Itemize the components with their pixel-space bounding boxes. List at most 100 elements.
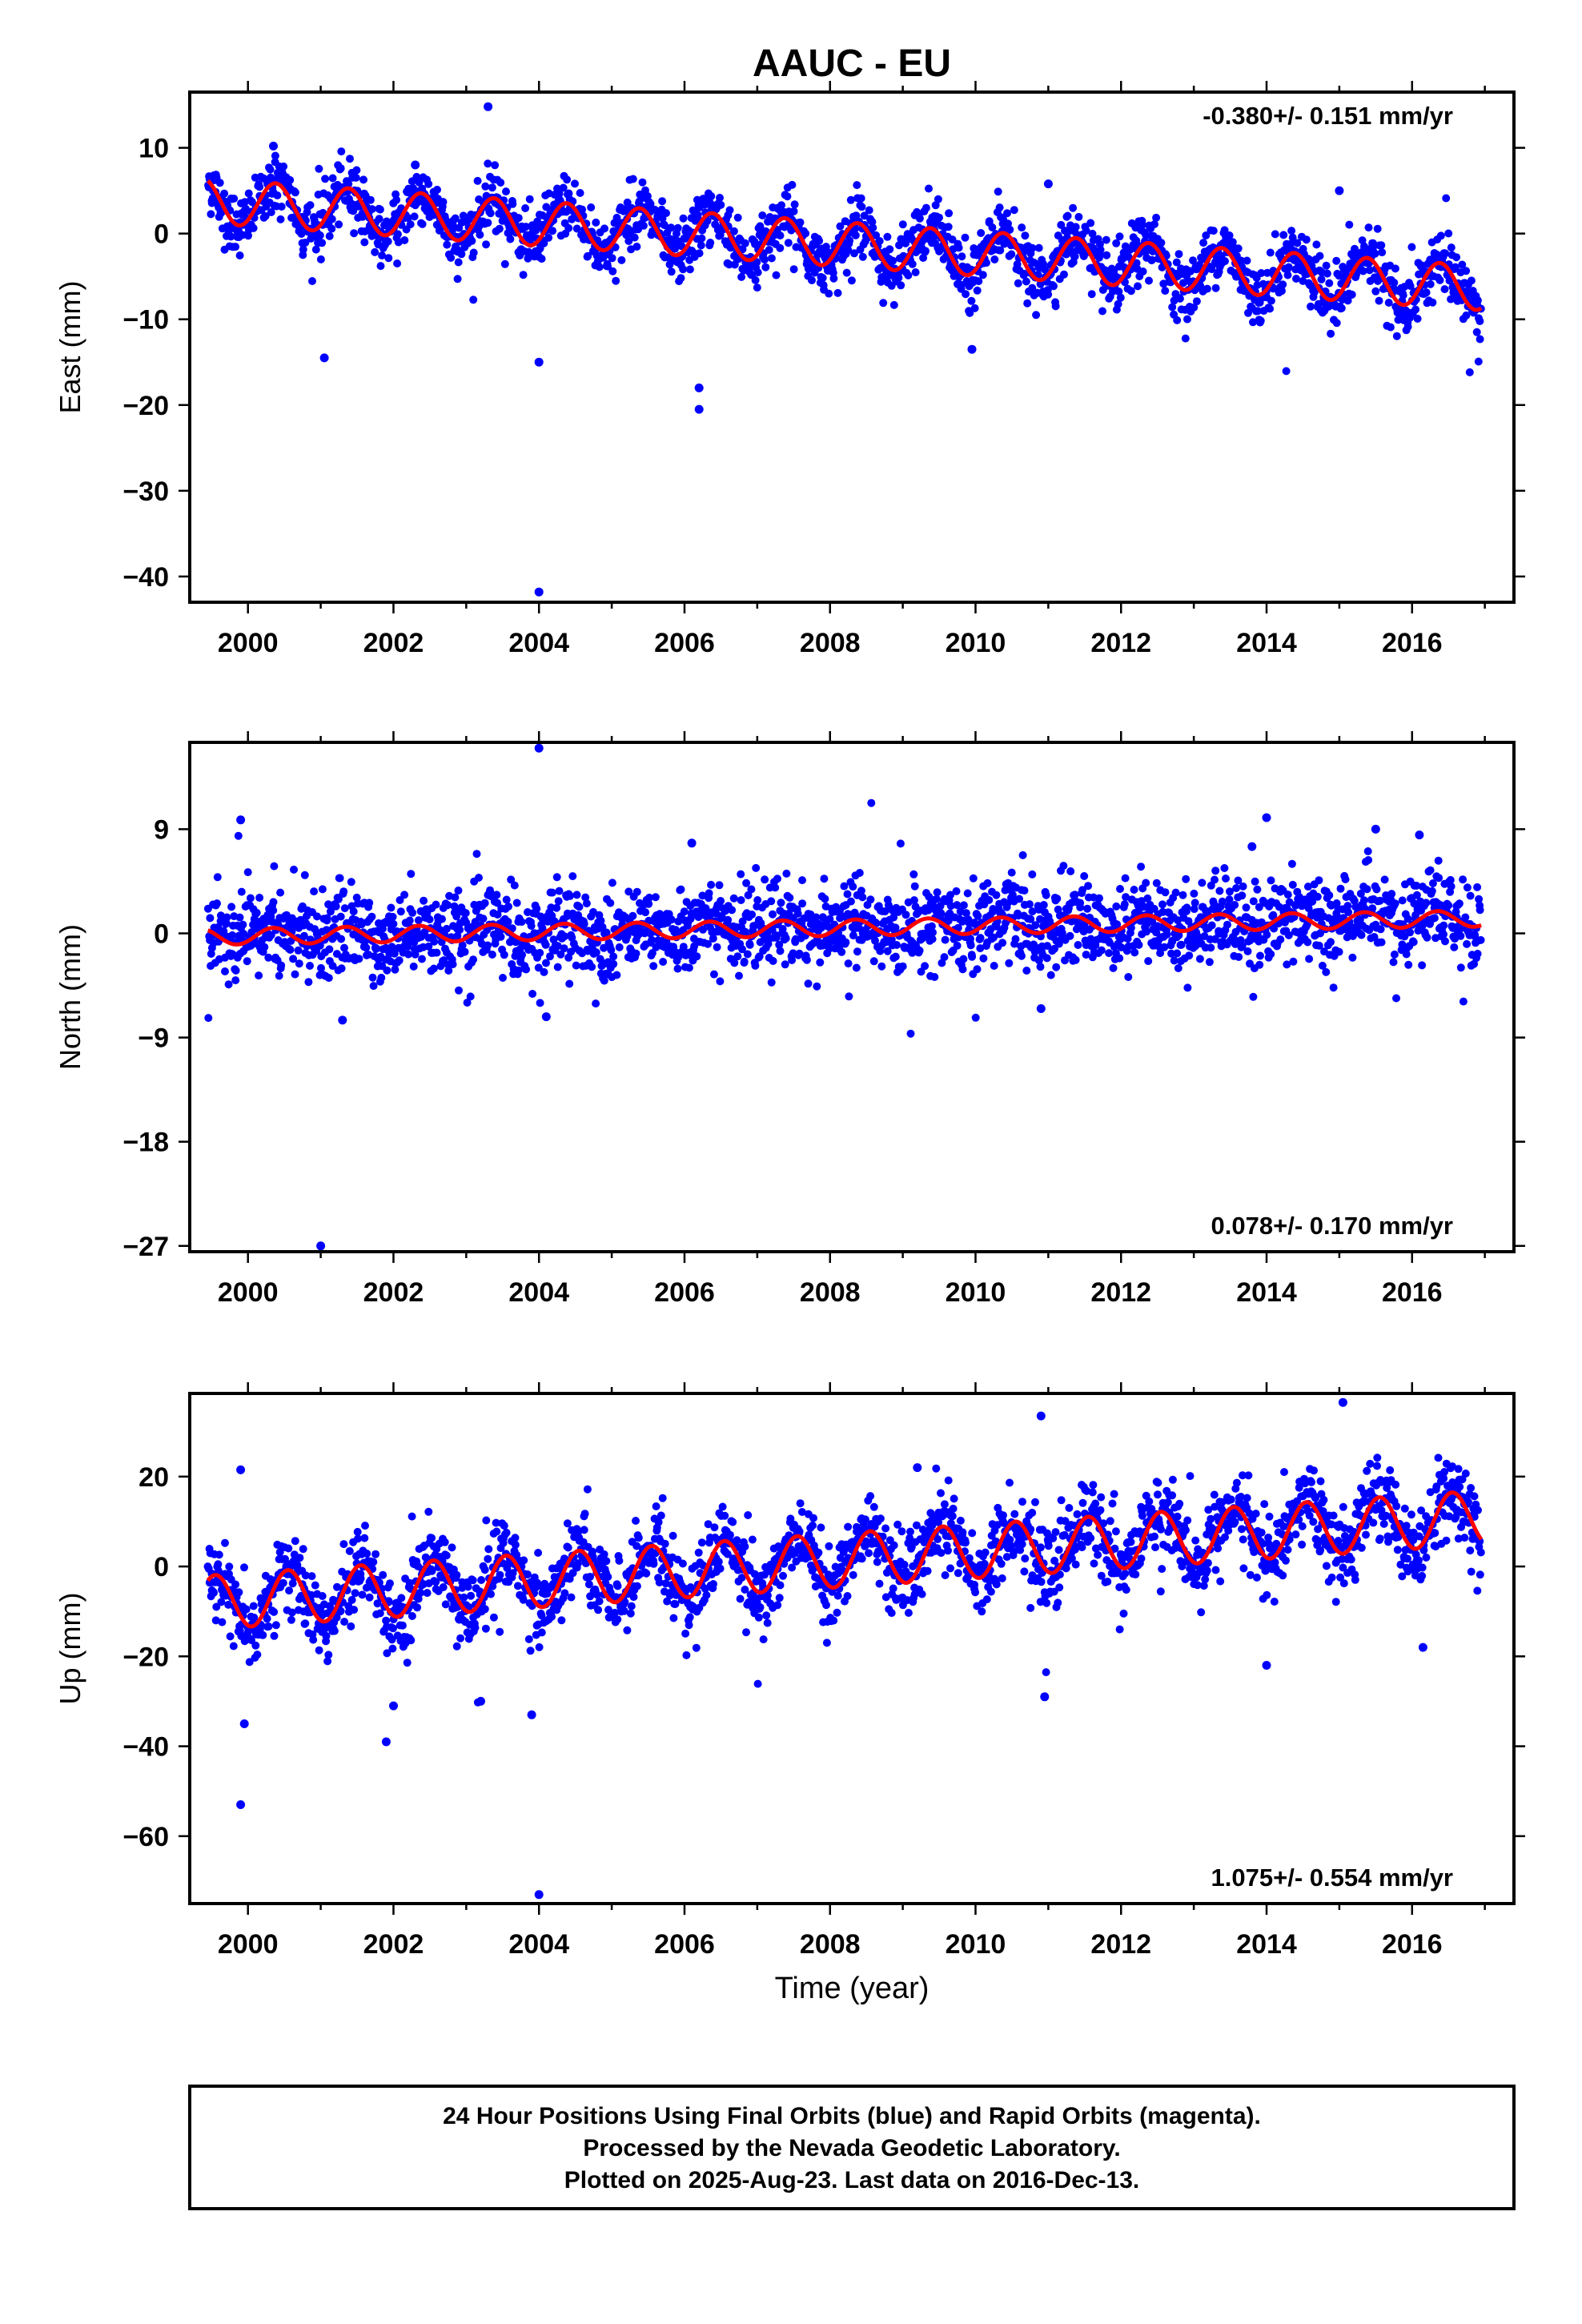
data-point bbox=[1435, 874, 1443, 883]
data-point bbox=[301, 1619, 310, 1628]
data-point bbox=[953, 941, 962, 950]
data-point bbox=[612, 276, 620, 285]
data-point bbox=[607, 946, 616, 955]
data-point bbox=[451, 893, 460, 902]
data-point bbox=[276, 215, 285, 223]
data-point bbox=[584, 251, 592, 260]
data-point bbox=[959, 901, 968, 910]
data-point bbox=[667, 267, 676, 276]
data-point bbox=[289, 955, 298, 963]
data-point bbox=[909, 896, 918, 905]
data-point bbox=[1444, 901, 1453, 910]
data-point bbox=[315, 164, 323, 173]
data-point bbox=[1076, 903, 1085, 911]
data-point bbox=[1071, 955, 1080, 964]
data-point bbox=[753, 258, 761, 267]
data-point bbox=[643, 191, 652, 200]
data-point bbox=[1181, 334, 1190, 343]
data-point bbox=[706, 239, 715, 247]
data-point bbox=[595, 263, 604, 271]
data-point bbox=[979, 954, 988, 963]
data-point bbox=[1239, 882, 1247, 891]
data-point bbox=[218, 1618, 227, 1626]
data-point bbox=[346, 155, 354, 163]
data-point bbox=[239, 920, 247, 929]
data-point bbox=[1238, 891, 1247, 900]
data-point bbox=[1380, 875, 1389, 884]
data-point bbox=[1375, 896, 1384, 905]
data-point bbox=[351, 173, 360, 182]
data-point bbox=[1022, 277, 1030, 286]
data-point bbox=[1398, 896, 1407, 905]
data-point bbox=[624, 887, 633, 896]
data-point bbox=[1222, 875, 1230, 883]
data-point bbox=[349, 907, 358, 916]
data-point bbox=[1378, 248, 1387, 257]
data-point bbox=[1211, 875, 1219, 884]
data-point bbox=[1042, 954, 1051, 963]
data-point bbox=[995, 203, 1004, 212]
data-point bbox=[439, 1583, 448, 1591]
data-point bbox=[804, 979, 813, 988]
data-point bbox=[1348, 953, 1357, 962]
data-point bbox=[537, 1628, 546, 1637]
data-point bbox=[592, 999, 600, 1008]
data-point bbox=[1209, 227, 1218, 235]
data-point bbox=[608, 267, 617, 275]
data-point bbox=[737, 870, 745, 879]
data-point bbox=[1112, 902, 1121, 911]
data-point bbox=[271, 151, 279, 160]
data-point bbox=[776, 947, 785, 955]
data-point bbox=[747, 885, 756, 894]
data-point bbox=[990, 255, 999, 263]
data-point bbox=[592, 218, 600, 227]
data-point bbox=[360, 238, 369, 247]
data-point bbox=[847, 276, 856, 285]
data-point bbox=[928, 935, 937, 943]
outlier-point bbox=[1247, 842, 1257, 851]
data-point bbox=[315, 941, 324, 950]
data-point bbox=[1413, 315, 1422, 323]
data-point bbox=[287, 1615, 295, 1624]
data-point bbox=[572, 961, 580, 970]
data-point bbox=[242, 1605, 251, 1614]
data-point bbox=[1198, 879, 1207, 887]
data-point bbox=[1190, 889, 1199, 898]
data-point bbox=[802, 955, 811, 964]
data-point bbox=[520, 1556, 528, 1565]
data-point bbox=[784, 239, 793, 247]
data-point bbox=[226, 1632, 235, 1641]
data-point bbox=[404, 950, 413, 959]
data-point bbox=[1171, 888, 1180, 897]
data-point bbox=[261, 211, 270, 220]
outlier-point bbox=[484, 102, 493, 111]
data-point bbox=[397, 1594, 406, 1602]
east-rate-label: -0.380+/- 0.151 mm/yr bbox=[1203, 102, 1453, 130]
data-point bbox=[1376, 925, 1385, 934]
data-point bbox=[1231, 901, 1239, 909]
y-tick-label: −40 bbox=[122, 562, 169, 593]
data-point bbox=[327, 215, 336, 223]
data-point bbox=[820, 875, 829, 883]
data-point bbox=[767, 978, 776, 987]
data-point bbox=[521, 204, 530, 212]
data-point bbox=[954, 243, 963, 252]
data-point bbox=[1377, 938, 1386, 947]
data-point bbox=[548, 227, 557, 235]
data-point bbox=[451, 214, 460, 223]
data-point bbox=[454, 258, 463, 267]
outlier-point bbox=[967, 344, 977, 354]
data-point bbox=[214, 1560, 223, 1569]
data-point bbox=[482, 1516, 491, 1525]
data-point bbox=[1192, 297, 1201, 306]
data-point bbox=[479, 915, 488, 923]
data-point bbox=[220, 189, 229, 198]
data-point bbox=[921, 962, 930, 971]
data-point bbox=[1142, 879, 1150, 887]
data-point bbox=[306, 201, 315, 210]
outlier-point bbox=[316, 1241, 326, 1251]
data-point bbox=[1020, 887, 1029, 895]
data-point bbox=[514, 214, 523, 223]
data-point bbox=[1279, 231, 1288, 239]
data-point bbox=[559, 183, 568, 192]
